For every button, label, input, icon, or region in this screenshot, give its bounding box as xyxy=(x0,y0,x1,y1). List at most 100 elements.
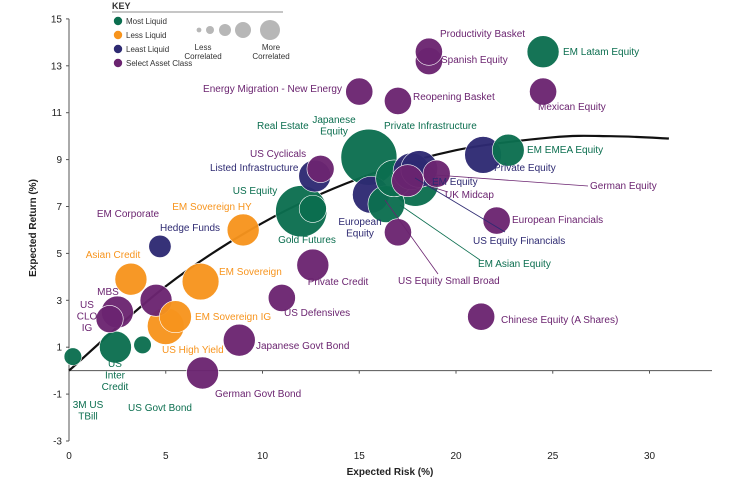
label-us-equity-financials: US Equity Financials xyxy=(473,236,565,247)
label-private-infrastructure: Private Infrastructure xyxy=(384,121,477,132)
point-german-govt-bond xyxy=(186,356,219,390)
label-hedge-funds: Hedge Funds xyxy=(160,223,220,234)
point-em-sovereign-ig xyxy=(159,300,192,334)
label-spanish-equity: Spanish Equity xyxy=(441,55,508,66)
key-swatch-1 xyxy=(113,30,123,40)
key-entry-1: Less Liquid xyxy=(126,31,166,40)
point-us-defensives xyxy=(267,284,296,312)
x-tick-label: 15 xyxy=(354,451,366,462)
point-asian-credit xyxy=(114,262,148,296)
x-tick-label: 20 xyxy=(450,451,462,462)
y-tick-label: 9 xyxy=(56,155,62,166)
point-3m-us-tbill xyxy=(63,347,82,366)
label-chinese-equity-a-shares: Chinese Equity (A Shares) xyxy=(501,315,618,326)
point-uk-midcap xyxy=(391,164,424,198)
point-labels: 3M US TBill US Inter Credit US Govt Bond US CLO… xyxy=(73,29,657,423)
label-gold-futures: Gold Futures xyxy=(278,235,336,246)
point-us-cyclicals xyxy=(306,155,335,183)
y-tick-label: -1 xyxy=(53,390,62,401)
label-european-equity: European Equity xyxy=(338,217,381,240)
label-real-estate: Real Estate xyxy=(257,121,309,132)
label-private-credit: Private Credit xyxy=(308,277,369,288)
key-entry-2: Least Liquid xyxy=(126,45,169,54)
point-em-emea-equity xyxy=(491,133,525,167)
label-em-emea-equity: EM EMEA Equity xyxy=(527,145,603,156)
y-tick-label: 5 xyxy=(56,249,62,260)
label-reopening-basket: Reopening Basket xyxy=(413,92,495,103)
y-axis-title: Expected Return (%) xyxy=(28,179,39,277)
key: KEY Most Liquid Less Liquid Least Liquid Sel… xyxy=(112,1,290,68)
point-european-financials xyxy=(482,206,511,235)
label-em-sovereign: EM Sovereign xyxy=(219,267,282,278)
point-private-credit xyxy=(296,248,330,282)
label-em-sovereign-ig: EM Sovereign IG xyxy=(195,312,271,323)
leader-us-equity-small-broad xyxy=(384,199,439,275)
y-tick-label: 7 xyxy=(56,202,62,213)
label-uk-midcap: UK Midcap xyxy=(445,190,494,201)
key-size-low: Less Correlated xyxy=(184,43,221,61)
y-tick-label: -3 xyxy=(53,437,62,448)
x-tick-label: 0 xyxy=(66,451,72,462)
label-em-asian-equity: EM Asian Equity xyxy=(478,259,551,270)
point-hedge-funds xyxy=(148,234,172,258)
point-us-equity-small-broad xyxy=(384,218,412,247)
leader-em-asian-equity xyxy=(399,204,481,261)
x-axis-title: Expected Risk (%) xyxy=(347,467,434,478)
point-productivity-basket xyxy=(415,37,443,66)
label-em-sovereign-hy: EM Sovereign HY xyxy=(172,202,252,213)
point-reopening-basket xyxy=(384,87,412,115)
key-size-circle-0 xyxy=(196,27,202,33)
y-tick-label: 1 xyxy=(56,343,62,354)
leader-us-equity-financials xyxy=(414,177,506,233)
label-energy-migration-new-energy: Energy Migration - New Energy xyxy=(203,84,342,95)
point-em-sovereign xyxy=(181,262,220,301)
x-tick-label: 5 xyxy=(163,451,169,462)
leader-german-equity xyxy=(434,174,589,187)
label-private-equity: Private Equity xyxy=(494,163,556,174)
key-size-high: More Correlated xyxy=(252,43,289,61)
label-listed-infrastructure: Listed Infrastructure xyxy=(210,163,299,174)
point-em-latam-equity xyxy=(526,35,560,69)
point-mexican-equity xyxy=(529,77,557,106)
label-em-corporate: EM Corporate xyxy=(97,209,160,220)
key-size-circle-2 xyxy=(219,24,231,36)
key-entry-0: Most Liquid xyxy=(126,17,167,26)
label-japanese-govt-bond: Japanese Govt Bond xyxy=(256,341,349,352)
key-size-circle-1 xyxy=(206,26,214,34)
label-us-equity: US Equity xyxy=(233,186,277,197)
label-german-equity: German Equity xyxy=(590,181,657,192)
point-us-govt-bond xyxy=(133,335,152,354)
point-energy-migration-new-energy xyxy=(345,77,374,106)
label-us-inter-credit: US Inter Credit xyxy=(102,359,129,393)
y-tick-label: 13 xyxy=(51,61,63,72)
label-european-financials: European Financials xyxy=(512,215,603,226)
label-us-clo-ig: US CLO IG xyxy=(77,300,98,334)
label-asian-credit: Asian Credit xyxy=(86,250,141,261)
label-em-latam-equity: EM Latam Equity xyxy=(563,47,639,58)
axes: 15 13 11 9 7 5 3 1 -1 -3 0 5 10 15 20 25 30 Expected Risk… xyxy=(28,14,712,478)
label-mbs: MBS xyxy=(97,287,119,298)
data-points xyxy=(63,35,560,390)
label-3m-us-tbill: 3M US TBill xyxy=(73,400,104,423)
point-chinese-equity-a-shares xyxy=(467,302,496,331)
point-japanese-govt-bond xyxy=(222,323,256,357)
point-em-sovereign-hy xyxy=(226,213,260,247)
point-us-clo-ig xyxy=(95,305,124,333)
label-em-equity: EM Equity xyxy=(432,177,478,188)
label-japanese-equity: Japanese Equity xyxy=(312,115,356,138)
label-us-govt-bond: US Govt Bond xyxy=(128,403,192,414)
x-tick-label: 30 xyxy=(644,451,656,462)
point-german-equity xyxy=(422,159,451,188)
label-us-cyclicals: US Cyclicals xyxy=(250,149,306,160)
x-tick-label: 10 xyxy=(257,451,269,462)
label-us-high-yield: US High Yield xyxy=(162,345,224,356)
key-swatch-0 xyxy=(113,16,123,26)
x-tick-label: 25 xyxy=(547,451,559,462)
key-swatch-2 xyxy=(113,44,123,54)
label-german-govt-bond: German Govt Bond xyxy=(215,389,301,400)
label-mexican-equity: Mexican Equity xyxy=(538,102,606,113)
key-swatch-3 xyxy=(113,58,123,68)
key-entry-3: Select Asset Class xyxy=(126,59,192,68)
y-tick-label: 11 xyxy=(52,108,63,119)
